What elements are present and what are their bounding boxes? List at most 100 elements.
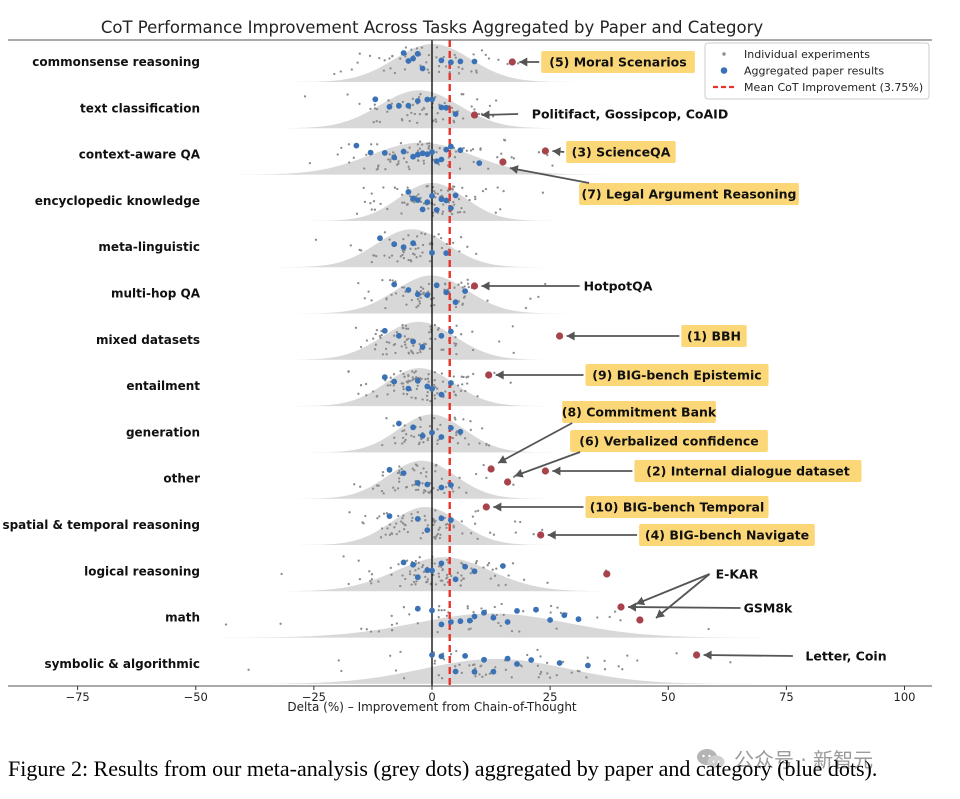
individual-point [374, 348, 376, 350]
individual-point [438, 616, 440, 618]
annotation-label: (7) Legal Argument Reasoning [582, 187, 797, 202]
individual-point [515, 531, 517, 533]
annotation-label: (6) Verbalized confidence [579, 434, 759, 449]
individual-point [438, 327, 440, 329]
individual-point [441, 677, 443, 679]
individual-point [492, 569, 494, 571]
individual-point [585, 676, 587, 678]
individual-point [497, 59, 499, 61]
individual-point [445, 527, 447, 529]
individual-point [372, 488, 374, 490]
individual-point [474, 198, 476, 200]
individual-point [544, 283, 546, 285]
aggregated-point [453, 299, 459, 305]
individual-point [442, 380, 444, 382]
individual-point [488, 444, 490, 446]
aggregated-point [533, 607, 539, 613]
individual-point [410, 513, 412, 515]
individual-point [453, 525, 455, 527]
individual-point [459, 168, 461, 170]
individual-point [435, 118, 437, 120]
individual-point [416, 122, 418, 124]
individual-point [512, 484, 514, 486]
individual-point [434, 324, 436, 326]
individual-point [521, 665, 523, 667]
individual-point [401, 442, 403, 444]
individual-point [411, 484, 413, 486]
individual-point [428, 71, 430, 73]
aggregated-point [410, 424, 416, 430]
individual-point [418, 441, 420, 443]
individual-point [463, 211, 465, 213]
individual-point [388, 256, 390, 258]
individual-point [480, 607, 482, 609]
individual-point [455, 325, 457, 327]
aggregated-point [429, 430, 435, 436]
aggregated-point [576, 616, 582, 622]
individual-point [454, 665, 456, 667]
highlight-point [603, 570, 610, 577]
individual-point [512, 562, 514, 564]
individual-point [438, 605, 440, 607]
figure-caption: Figure 2: Results from our meta-analysis… [8, 756, 958, 782]
individual-point [460, 562, 462, 564]
individual-point [427, 437, 429, 439]
aggregated-point [420, 433, 426, 439]
individual-point [375, 333, 377, 335]
highlight-point [471, 111, 478, 118]
individual-point [358, 249, 360, 251]
aggregated-point [439, 653, 445, 659]
individual-point [383, 513, 385, 515]
aggregated-point [377, 235, 383, 241]
individual-point [421, 566, 423, 568]
individual-point [404, 524, 406, 526]
individual-point [396, 188, 398, 190]
individual-point [360, 346, 362, 348]
individual-point [388, 341, 390, 343]
individual-point [439, 537, 441, 539]
annotation-arrow [656, 574, 710, 618]
individual-point [397, 160, 399, 162]
individual-point [445, 65, 447, 67]
individual-point [419, 140, 421, 142]
individual-point [469, 627, 471, 629]
individual-point [397, 515, 399, 517]
x-axis-label: Delta (%) – Improvement from Chain-of-Th… [287, 700, 577, 714]
individual-point [472, 373, 474, 375]
individual-point [480, 664, 482, 666]
individual-point [473, 108, 475, 110]
individual-point [417, 247, 419, 249]
individual-point [410, 350, 412, 352]
aggregated-point [453, 111, 459, 117]
individual-point [474, 510, 476, 512]
individual-point [459, 584, 461, 586]
individual-point [429, 338, 431, 340]
individual-point [549, 676, 551, 678]
highlight-point [556, 332, 563, 339]
individual-point [402, 238, 404, 240]
individual-point [395, 669, 397, 671]
highlight-point [542, 467, 549, 474]
aggregated-point [406, 189, 412, 195]
individual-point [475, 473, 477, 475]
individual-point [468, 199, 470, 201]
individual-point [476, 560, 478, 562]
individual-point [465, 195, 467, 197]
individual-point [453, 375, 455, 377]
individual-point [348, 583, 350, 585]
individual-point [416, 388, 418, 390]
individual-point [675, 652, 677, 654]
individual-point [400, 520, 402, 522]
individual-point [407, 328, 409, 330]
individual-point [550, 605, 552, 607]
individual-point [405, 325, 407, 327]
legend: Individual experimentsAggregated paper r… [705, 43, 929, 99]
aggregated-point [443, 250, 449, 256]
individual-point [407, 234, 409, 236]
individual-point [394, 72, 396, 74]
individual-point [425, 471, 427, 473]
individual-point [433, 304, 435, 306]
annotation-arrow [704, 655, 793, 656]
individual-point [388, 57, 390, 59]
aggregated-point [448, 205, 454, 211]
